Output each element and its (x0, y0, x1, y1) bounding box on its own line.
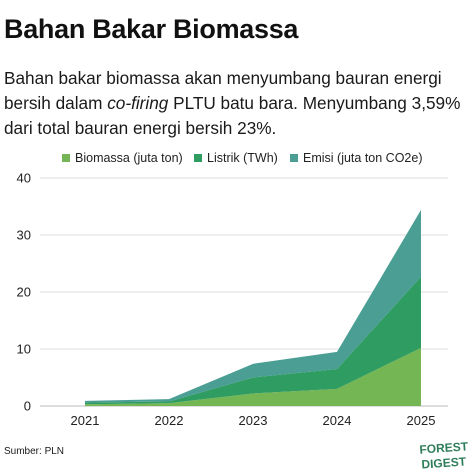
legend-swatch-3 (290, 154, 298, 162)
y-tick-label-30: 30 (17, 228, 31, 243)
forest-digest-logo: FOREST DIGEST (419, 439, 469, 471)
source-note: Sumber: PLN (4, 446, 65, 457)
area-series-3 (85, 209, 421, 403)
legend-label-3: Emisi (juta ton CO2e) (303, 151, 422, 165)
y-tick-label-40: 40 (17, 171, 31, 186)
chart-subtitle: Bahan bakar biomassa akan menyumbang bau… (4, 66, 470, 141)
legend-label-1: Biomassa (juta ton) (75, 151, 183, 165)
logo-text-bottom: DIGEST (421, 454, 467, 471)
legend-swatch-1 (62, 154, 70, 162)
x-tick-label-2024: 2024 (323, 413, 352, 428)
y-tick-label-10: 10 (17, 342, 31, 357)
subtitle-emphasis: co-firing (107, 93, 169, 113)
y-tick-label-0: 0 (24, 399, 31, 414)
x-tick-label-2023: 2023 (239, 413, 268, 428)
y-tick-label-20: 20 (17, 285, 31, 300)
x-tick-label-2025: 2025 (407, 413, 436, 428)
subtitle-text-start: Bahan bakar biomassa akan menyumbang bau… (4, 68, 442, 113)
x-tick-label-2021: 2021 (71, 413, 100, 428)
legend-label-2: Listrik (TWh) (207, 151, 278, 165)
chart-title: Bahan Bakar Biomassa (4, 14, 299, 44)
subtitle-text-end: PLTU batu bara. Menyumbang 3,59% dari to… (4, 93, 461, 138)
area-series-2 (85, 276, 421, 405)
logo-text-top: FOREST (419, 439, 469, 456)
x-tick-label-2022: 2022 (155, 413, 184, 428)
area-series-1 (85, 347, 421, 406)
legend-swatch-2 (194, 154, 202, 162)
